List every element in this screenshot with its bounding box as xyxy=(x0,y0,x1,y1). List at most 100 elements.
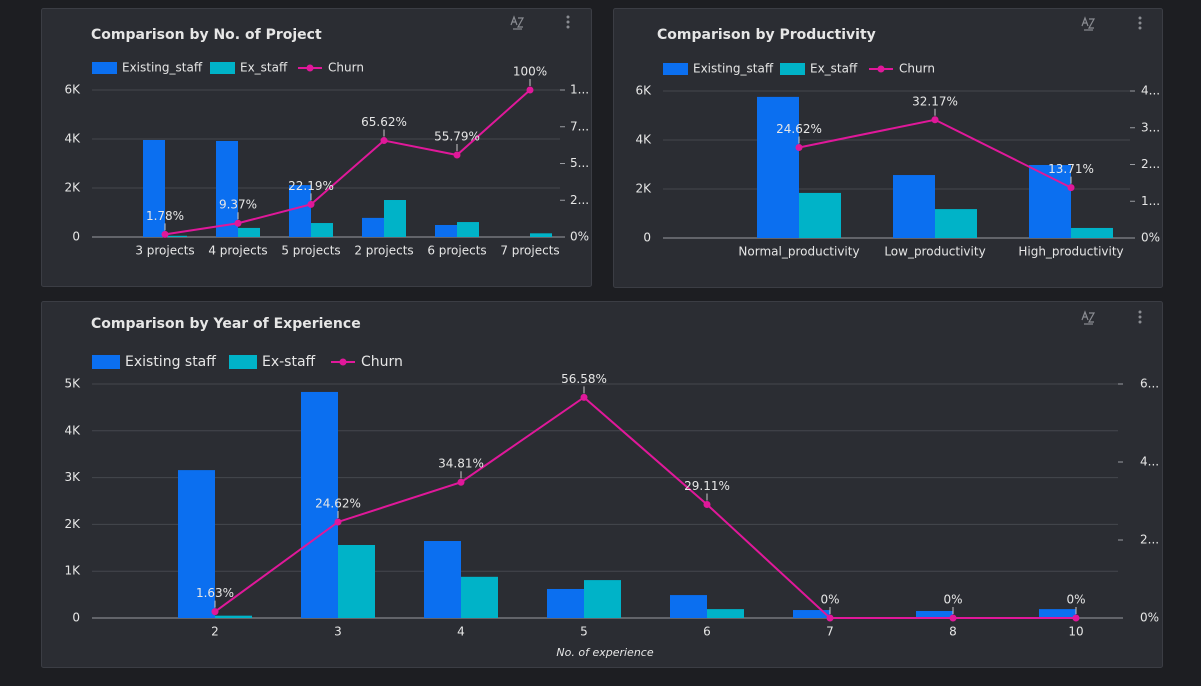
churn-point xyxy=(1067,184,1075,192)
churn-point xyxy=(457,478,465,486)
bar xyxy=(1039,609,1076,618)
churn-point xyxy=(931,116,939,124)
menu-icon[interactable] xyxy=(1138,310,1142,324)
data-label: 22.19% xyxy=(288,179,334,193)
menu-icon[interactable] xyxy=(566,15,570,29)
churn-line xyxy=(164,89,531,236)
x-tick-label: 2 xyxy=(211,625,219,639)
bar xyxy=(1071,227,1113,238)
churn-point xyxy=(380,137,388,145)
panel xyxy=(41,8,592,287)
y2-tick-label: 4... xyxy=(1141,84,1160,98)
legend-dot xyxy=(877,65,885,73)
legend-swatch xyxy=(210,62,235,74)
sort-icon[interactable] xyxy=(1081,16,1096,31)
y2-tick-label: 0% xyxy=(570,230,589,244)
data-label: 13.71% xyxy=(1048,162,1094,176)
x-tick-label: 7 projects xyxy=(500,244,559,258)
legend-label: Churn xyxy=(361,354,403,370)
churn-point xyxy=(795,144,803,152)
y-tick-label: 5K xyxy=(64,377,81,391)
churn-point xyxy=(1072,614,1080,622)
sort-icon[interactable] xyxy=(1081,310,1096,325)
x-tick-label: Low_productivity xyxy=(884,245,985,259)
churn-point xyxy=(453,151,461,159)
bar xyxy=(216,140,238,237)
legend-dot xyxy=(306,64,314,72)
legend-swatch xyxy=(92,355,120,369)
bar xyxy=(893,175,935,238)
bar xyxy=(584,580,621,618)
x-tick-label: High_productivity xyxy=(1018,245,1123,259)
y-tick-label: 6K xyxy=(64,83,81,97)
churn-point xyxy=(234,219,242,227)
churn-point xyxy=(211,608,219,616)
bar xyxy=(461,576,498,618)
bar xyxy=(935,209,977,238)
data-label: 24.62% xyxy=(776,122,822,136)
bar xyxy=(707,609,744,618)
data-label: 29.11% xyxy=(684,479,730,493)
churn-point xyxy=(580,393,588,401)
x-tick-label: 10 xyxy=(1068,625,1083,639)
bar xyxy=(362,217,384,237)
data-label: 9.37% xyxy=(219,198,257,212)
data-label: 0% xyxy=(943,593,962,607)
bar xyxy=(530,233,552,237)
y2-tick-label: 2... xyxy=(1140,533,1159,547)
legend-label: Ex-staff xyxy=(262,354,316,370)
chart-title: Comparison by Productivity xyxy=(657,27,876,43)
churn-point xyxy=(826,614,834,622)
y-tick-label: 4K xyxy=(64,423,81,437)
y-tick-label: 4K xyxy=(64,132,81,146)
legend-label: Churn xyxy=(899,62,935,76)
bar xyxy=(311,223,333,237)
menu-icon[interactable] xyxy=(1138,16,1142,30)
x-tick-label: 5 projects xyxy=(281,244,340,258)
bar xyxy=(670,595,707,618)
legend-dot xyxy=(339,358,347,366)
y2-tick-label: 1... xyxy=(570,83,589,97)
bar xyxy=(301,391,338,618)
bar xyxy=(289,185,311,237)
y-tick-label: 0 xyxy=(72,230,80,244)
y2-tick-label: 0% xyxy=(1140,611,1159,625)
legend-label: Ex_staff xyxy=(240,61,288,75)
legend-label: Existing staff xyxy=(125,354,216,370)
churn-point xyxy=(949,614,957,622)
x-axis-title: No. of experience xyxy=(556,646,653,659)
bar xyxy=(547,588,584,618)
x-tick-label: 5 xyxy=(580,625,588,639)
data-label: 0% xyxy=(1066,593,1085,607)
x-tick-label: 3 projects xyxy=(135,244,194,258)
y-tick-label: 0 xyxy=(72,611,80,625)
bar xyxy=(435,224,457,237)
data-label: 1.63% xyxy=(196,586,234,600)
data-label: 24.62% xyxy=(315,496,361,510)
bar xyxy=(238,227,260,237)
bar xyxy=(143,139,165,237)
x-tick-label: 8 xyxy=(949,625,957,639)
data-label: 100% xyxy=(513,65,547,79)
y2-tick-label: 1... xyxy=(1141,194,1160,208)
churn-point xyxy=(703,500,711,508)
x-tick-label: Normal_productivity xyxy=(738,245,859,259)
x-tick-label: 4 projects xyxy=(208,244,267,258)
legend-swatch xyxy=(780,63,805,75)
churn-point xyxy=(334,518,342,526)
x-tick-label: 2 projects xyxy=(354,244,413,258)
legend-label: Ex_staff xyxy=(810,62,858,76)
y-tick-label: 2K xyxy=(635,182,652,196)
churn-point xyxy=(161,230,169,238)
sort-icon[interactable] xyxy=(510,15,525,30)
legend-label: Churn xyxy=(328,61,364,75)
x-tick-label: 4 xyxy=(457,625,465,639)
data-label: 65.62% xyxy=(361,115,407,129)
y-tick-label: 1K xyxy=(64,564,81,578)
y2-tick-label: 2... xyxy=(1141,157,1160,171)
y2-tick-label: 2... xyxy=(570,193,589,207)
bar xyxy=(916,610,953,618)
x-tick-label: 6 projects xyxy=(427,244,486,258)
y-tick-label: 4K xyxy=(635,133,652,147)
